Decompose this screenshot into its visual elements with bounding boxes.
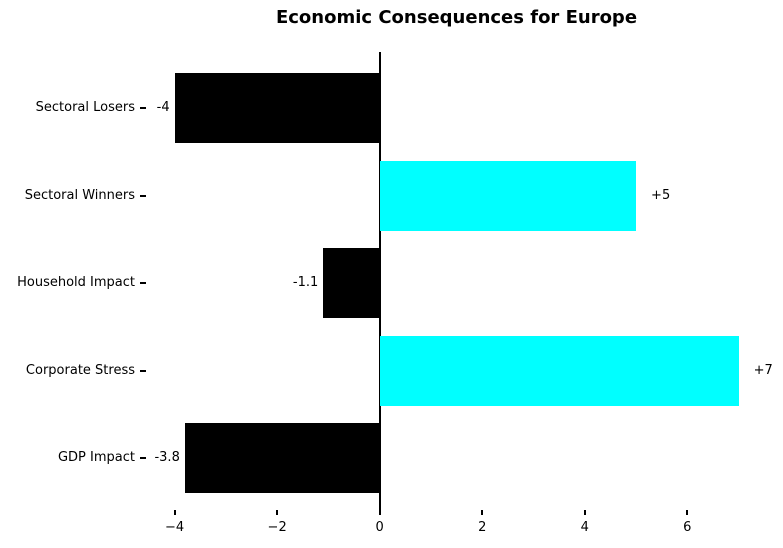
x-tick-label-2: 2 (478, 520, 487, 535)
bar-sectoral-losers (174, 73, 380, 143)
y-tick-gdp-impact (140, 457, 146, 460)
y-tick-sectoral-winners (140, 194, 146, 197)
x-tick-6 (686, 510, 689, 515)
value-label-corporate-stress: +7 (753, 362, 773, 378)
category-label-household-impact: Household Impact (17, 275, 135, 291)
x-tick-label-6: 6 (683, 520, 692, 535)
x-tick-0 (378, 510, 381, 515)
value-label-sectoral-losers: -4 (156, 100, 170, 115)
value-label-gdp-impact: -3.8 (154, 450, 180, 466)
x-tick-−4 (173, 510, 176, 515)
x-tick-−2 (276, 510, 279, 515)
bar-gdp-impact (184, 423, 380, 494)
value-label-household-impact: -1.1 (292, 275, 319, 291)
y-tick-household-impact (140, 282, 146, 285)
x-tick-label-0: 0 (375, 520, 384, 535)
x-tick-label-−4: −4 (165, 520, 185, 535)
value-label-sectoral-winners: +5 (651, 187, 671, 203)
category-label-sectoral-losers: Sectoral Losers (35, 100, 135, 115)
x-tick-label-−2: −2 (267, 520, 287, 535)
bar-corporate-stress (379, 335, 739, 406)
bar-sectoral-winners (379, 160, 637, 231)
x-tick-label-4: 4 (580, 520, 589, 535)
category-label-sectoral-winners: Sectoral Winners (24, 187, 135, 203)
bar-household-impact (323, 248, 380, 319)
x-tick-4 (583, 510, 586, 515)
y-tick-corporate-stress (140, 369, 146, 372)
zero-axis-line (378, 52, 381, 510)
chart-title: Economic Consequences for Europe (275, 7, 638, 28)
category-label-gdp-impact: GDP Impact (57, 450, 135, 466)
category-label-corporate-stress: Corporate Stress (25, 362, 135, 378)
x-tick-2 (481, 510, 484, 515)
y-tick-sectoral-losers (140, 107, 146, 109)
